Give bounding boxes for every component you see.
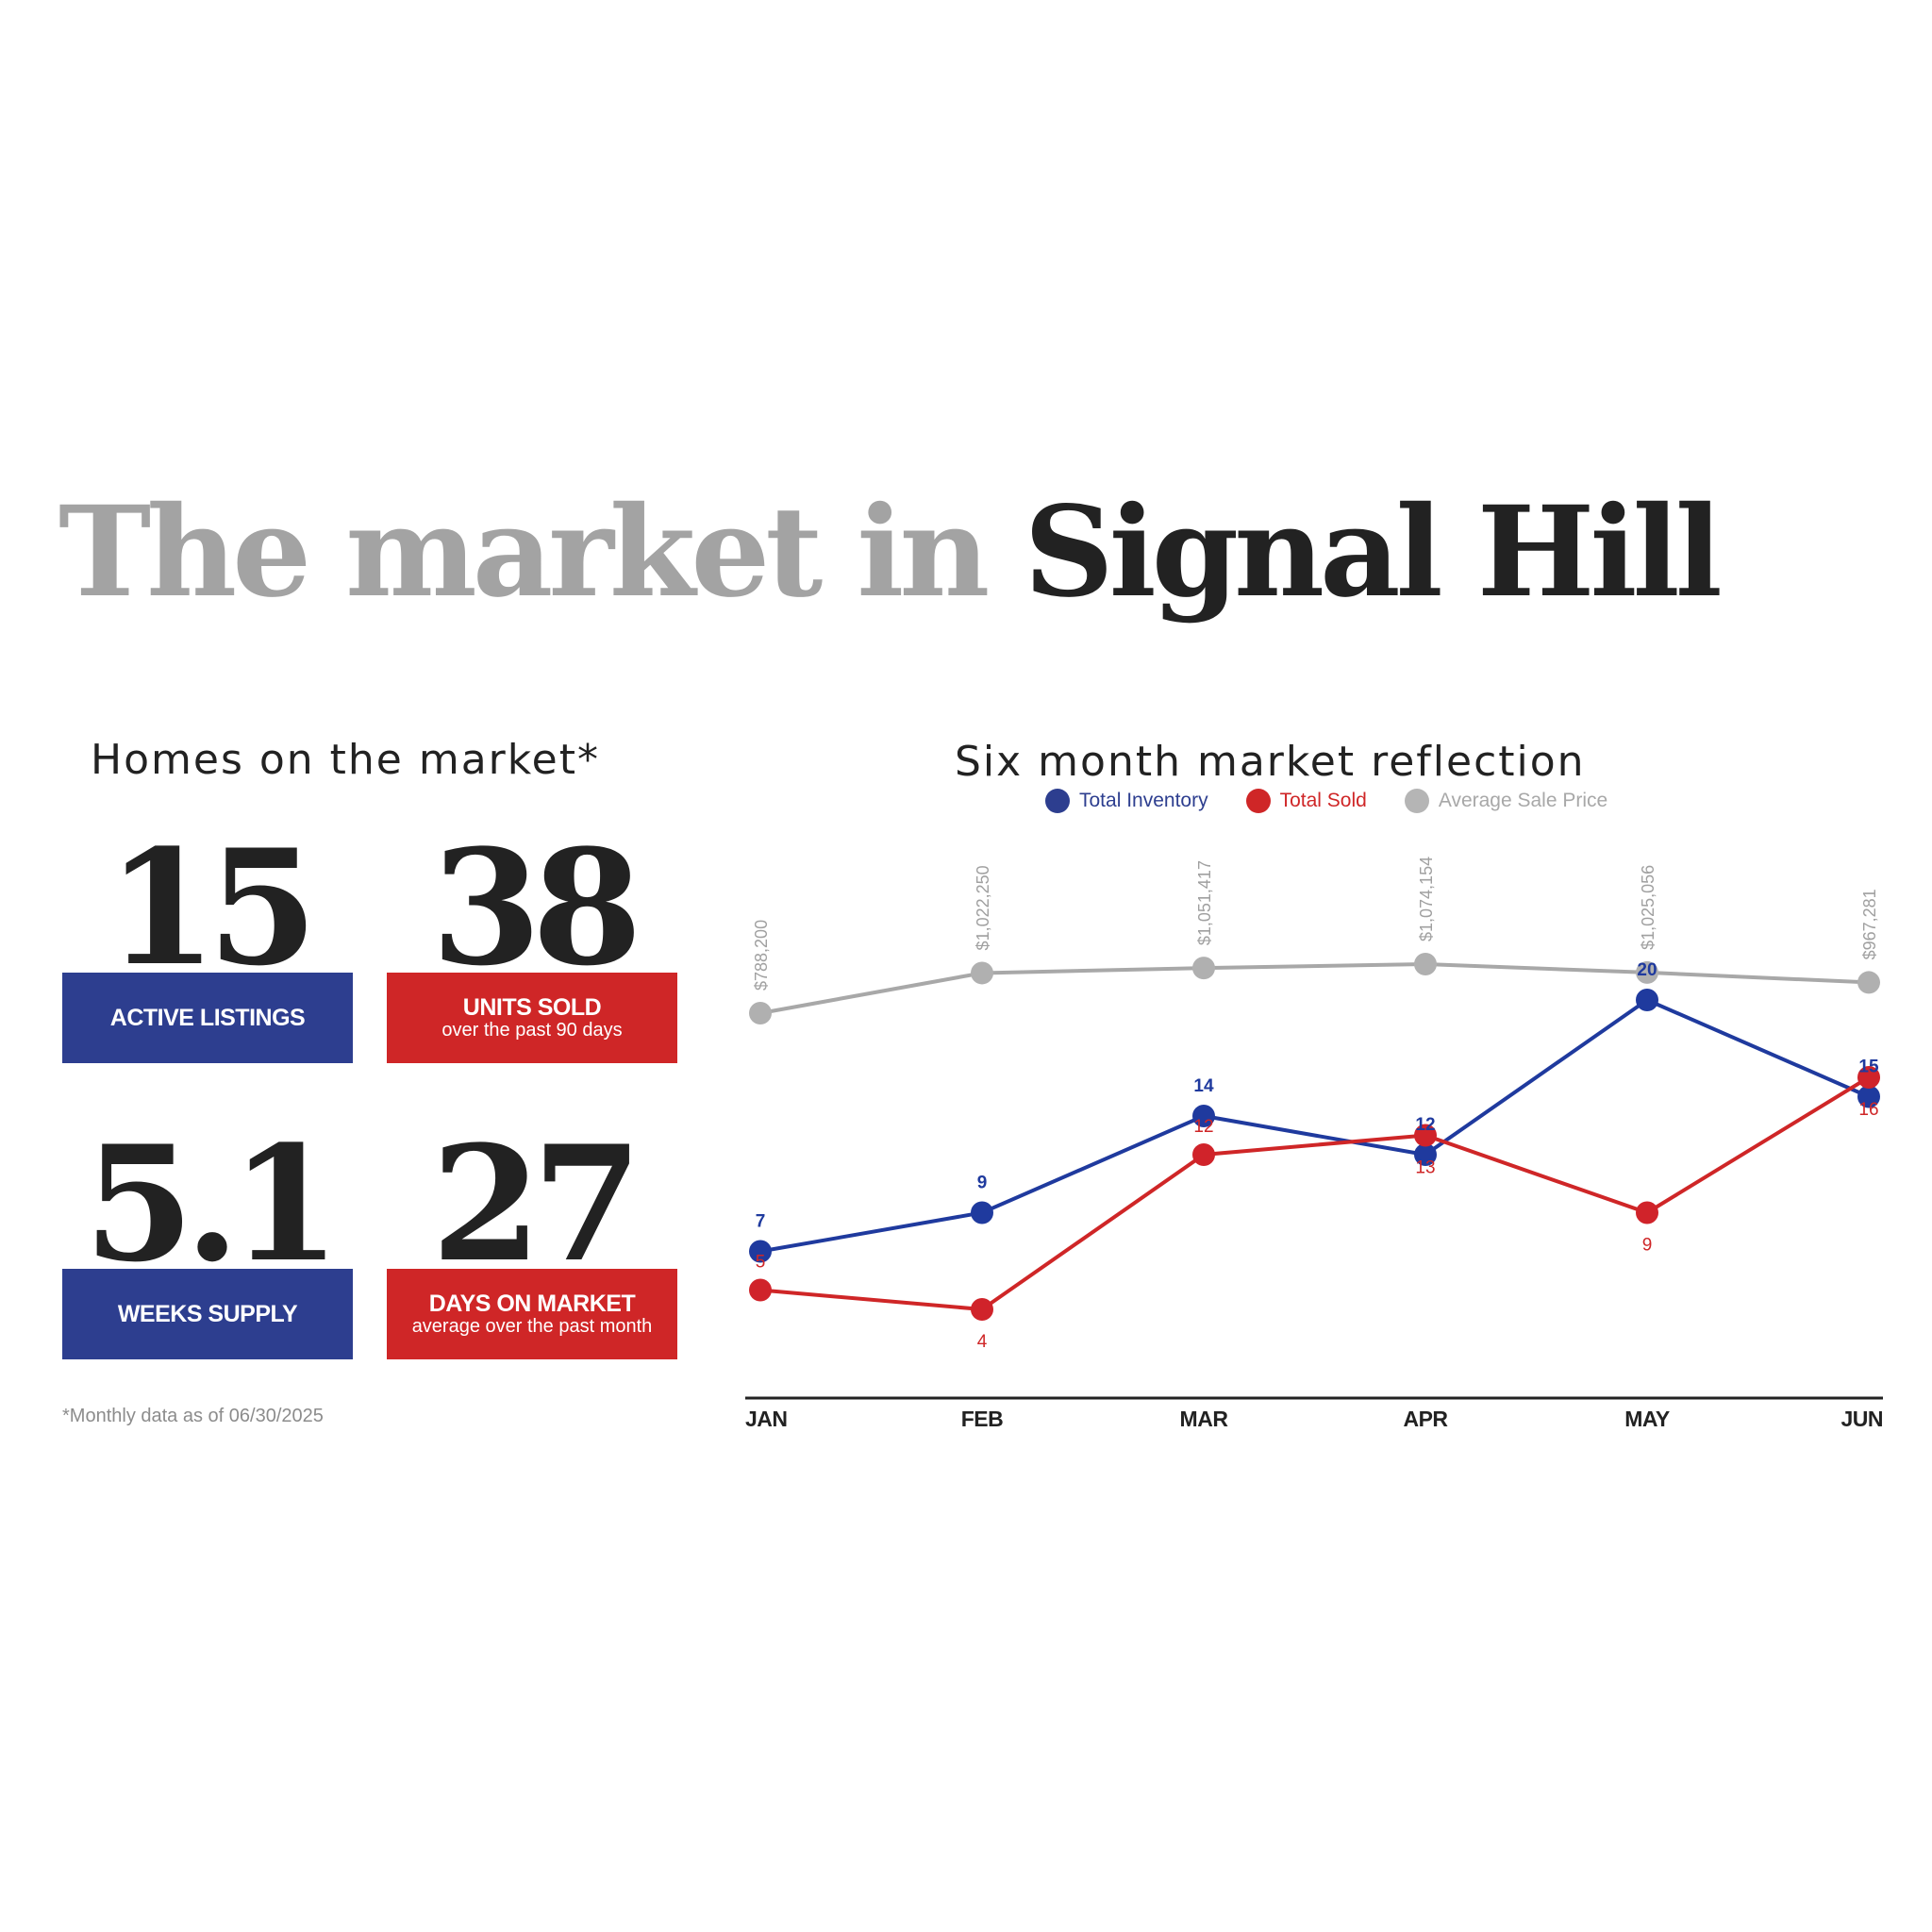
price-label-apr: $1,074,154 <box>1417 857 1436 941</box>
sold-point-may <box>1636 1201 1658 1224</box>
sold-label-feb: 4 <box>977 1332 988 1352</box>
inventory-label-jan: 7 <box>756 1212 766 1232</box>
x-tick-label-feb: FEB <box>961 1407 1004 1431</box>
chart-title: Six month market reflection <box>955 738 1586 786</box>
sold-label-jun: 16 <box>1858 1100 1878 1120</box>
days-on-market-label: DAYS ON MARKET <box>428 1290 636 1317</box>
sold-point-feb <box>971 1298 993 1321</box>
inventory-label-may: 20 <box>1637 960 1657 980</box>
weeks-supply-label: WEEKS SUPPLY <box>117 1300 298 1327</box>
sold-point-jan <box>749 1278 772 1302</box>
sold-point-apr <box>1414 1124 1437 1147</box>
units-sold-value: 38 <box>431 814 642 1001</box>
title-prefix: The market in <box>58 479 990 625</box>
legend-item-price: Average Sale Price <box>1404 789 1608 813</box>
price-point-mar <box>1192 957 1215 980</box>
sold-line <box>759 1075 1871 1312</box>
price-label-feb: $1,022,250 <box>974 865 992 950</box>
legend-label-sold: Total Sold <box>1279 790 1367 811</box>
x-tick-label-may: MAY <box>1624 1407 1670 1431</box>
active-listings-value: 15 <box>107 814 318 1001</box>
price-point-feb <box>971 961 993 985</box>
weeks-supply-box: WEEKS SUPPLY <box>62 1269 353 1359</box>
page-title: The market in Signal Hill <box>58 491 1723 615</box>
homes-heading: Homes on the market* <box>91 736 600 784</box>
inventory-line <box>759 997 1870 1254</box>
inventory-point-jan <box>749 1240 772 1263</box>
sold-point-jun <box>1857 1066 1880 1089</box>
weeks-supply-value: 5.1 <box>83 1110 341 1297</box>
units-sold-box: UNITS SOLD over the past 90 days <box>387 973 677 1063</box>
x-tick-label-mar: MAR <box>1180 1407 1229 1431</box>
legend-item-sold: Total Sold <box>1245 789 1367 813</box>
inventory-point-may <box>1636 989 1658 1011</box>
sold-point-mar <box>1192 1143 1215 1166</box>
inventory-label-mar: 14 <box>1193 1076 1214 1096</box>
title-location: Signal Hill <box>1024 479 1723 625</box>
days-on-market-box: DAYS ON MARKET average over the past mon… <box>387 1269 677 1359</box>
chart-legend: Total Inventory Total Sold Average Sale … <box>1045 789 1607 813</box>
legend-item-inventory: Total Inventory <box>1045 789 1208 813</box>
price-label-jan: $788,200 <box>752 920 771 991</box>
legend-dot-price <box>1404 789 1429 813</box>
price-line <box>759 961 1870 1015</box>
legend-label-inventory: Total Inventory <box>1079 790 1208 811</box>
price-label-mar: $1,051,417 <box>1195 860 1214 945</box>
sold-label-apr: 13 <box>1415 1158 1435 1178</box>
sold-label-jan: 5 <box>756 1253 766 1273</box>
inventory-point-mar <box>1192 1105 1215 1127</box>
footnote: *Monthly data as of 06/30/2025 <box>62 1406 324 1426</box>
price-point-jan <box>749 1002 772 1024</box>
active-listings-box: ACTIVE LISTINGS <box>62 973 353 1063</box>
x-tick-label-jan: JAN <box>745 1407 788 1431</box>
units-sold-label: UNITS SOLD <box>462 993 602 1021</box>
sold-label-may: 9 <box>1642 1236 1653 1256</box>
legend-dot-inventory <box>1045 789 1070 813</box>
inventory-label-apr: 12 <box>1415 1115 1435 1135</box>
sold-label-mar: 12 <box>1193 1117 1213 1137</box>
price-label-may: $1,025,056 <box>1639 865 1657 950</box>
x-tick-label-apr: APR <box>1403 1407 1448 1431</box>
price-label-jun: $967,281 <box>1860 889 1879 959</box>
inventory-point-feb <box>971 1201 993 1224</box>
inventory-label-feb: 9 <box>977 1174 988 1193</box>
price-point-may <box>1636 960 1658 984</box>
inventory-label-jun: 15 <box>1858 1058 1879 1077</box>
price-point-apr <box>1414 953 1437 975</box>
days-on-market-sub: average over the past month <box>411 1316 653 1338</box>
x-tick-label-jun: JUN <box>1840 1407 1883 1431</box>
active-listings-label: ACTIVE LISTINGS <box>109 1004 306 1031</box>
days-on-market-value: 27 <box>431 1110 642 1297</box>
inventory-point-apr <box>1414 1143 1437 1166</box>
units-sold-sub: over the past 90 days <box>441 1020 623 1041</box>
legend-label-price: Average Sale Price <box>1438 790 1608 811</box>
price-point-jun <box>1857 971 1880 994</box>
legend-dot-sold <box>1245 789 1271 813</box>
inventory-point-jun <box>1857 1085 1880 1108</box>
